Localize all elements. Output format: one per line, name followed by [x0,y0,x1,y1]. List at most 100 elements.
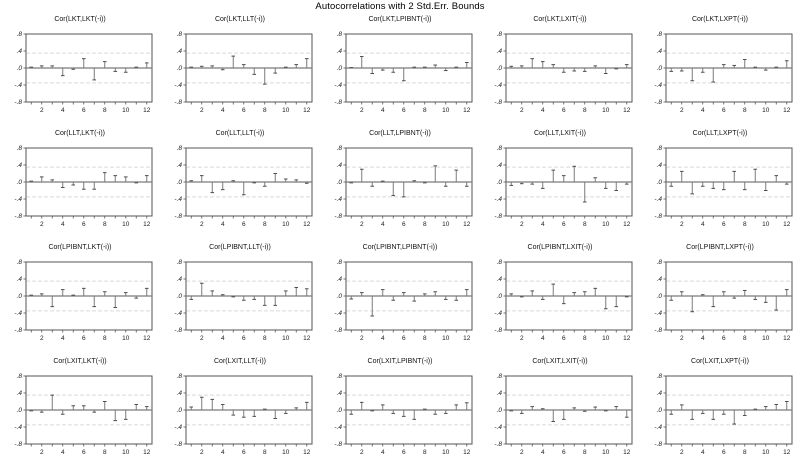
x-tick-label: 10 [762,449,770,456]
y-tick-label: -.4 [334,310,342,317]
x-tick-label: 2 [360,449,364,456]
subplot-canvas: 2 4 6 8 10 12 .8 .4 .0 -.4 -.8 [174,373,313,456]
subplot-canvas: 2 4 6 8 10 12 .8 .4 .0 -.4 -.8 [654,31,793,114]
y-tick-label: -.8 [494,441,502,448]
y-tick-label: -.8 [654,213,662,220]
subplot: Cor(LLT,LPIBNT(-i)) 2 4 6 8 10 12 .8 .4 .0 -.4 -.8 [320,127,480,241]
subplot-canvas: 2 4 6 8 10 12 .8 .4 .0 -.4 -.8 [334,373,473,456]
y-tick-label: -.4 [14,424,22,431]
x-tick-label: 10 [602,335,610,342]
x-tick-label: 8 [103,449,107,456]
y-tick-label: .4 [337,162,343,169]
y-tick-label: .0 [657,293,663,300]
y-tick-label: -.8 [174,213,182,220]
x-tick-label: 12 [623,107,631,114]
subplot-canvas: 2 4 6 8 10 12 .8 .4 .0 -.4 -.8 [334,145,473,228]
y-tick-label: -.8 [14,99,22,106]
x-tick-label: 2 [520,107,524,114]
y-tick-label: -.4 [14,82,22,89]
y-tick-label: .4 [497,48,503,55]
x-tick-label: 12 [303,107,311,114]
y-tick-label: -.8 [334,441,342,448]
y-tick-label: .4 [337,390,343,397]
y-tick-label: .4 [657,162,663,169]
subplot-canvas: 2 4 6 8 10 12 .8 .4 .0 -.4 -.8 [14,373,153,456]
x-tick-label: 4 [701,449,705,456]
subplot-title: Cor(LPIBNT,LPIBNT(-i)) [362,244,438,251]
subplot: Cor(LPIBNT,LPIBNT(-i)) 2 4 6 8 10 12 .8 .4 .0 -.4 -… [320,241,480,355]
x-tick-label: 10 [442,335,450,342]
subplot-title: Cor(LLT,LXIT(-i)) [534,130,586,137]
y-tick-label: .4 [657,390,663,397]
subplot-canvas: 2 4 6 8 10 12 .8 .4 .0 -.4 -.8 [14,31,153,114]
y-tick-label: .4 [17,276,23,283]
subplot-title: Cor(LKT,LPIBNT(-i)) [368,16,432,23]
x-tick-label: 12 [303,449,311,456]
x-tick-label: 10 [122,335,130,342]
x-tick-label: 8 [743,449,747,456]
x-tick-label: 12 [463,107,471,114]
y-tick-label: .0 [177,407,183,414]
y-tick-label: -.4 [494,196,502,203]
y-tick-label: .8 [17,259,23,266]
y-tick-label: -.8 [494,99,502,106]
x-tick-label: 12 [143,335,151,342]
subplot-canvas: 2 4 6 8 10 12 .8 .4 .0 -.4 -.8 [174,145,313,228]
x-tick-label: 10 [762,335,770,342]
y-tick-label: .8 [657,373,663,380]
y-tick-label: .4 [17,162,23,169]
x-tick-label: 6 [722,449,726,456]
y-tick-label: .4 [657,48,663,55]
x-tick-label: 8 [423,107,427,114]
x-tick-label: 10 [122,221,130,228]
x-tick-label: 2 [200,449,204,456]
x-tick-label: 12 [143,107,151,114]
subplot-title: Cor(LPIBNT,LKT(-i)) [48,244,112,251]
x-tick-label: 6 [242,449,246,456]
subplot: Cor(LPIBNT,LXIT(-i)) 2 4 6 8 10 12 .8 .4 .0 -.4 -.8 [480,241,640,355]
y-tick-label: .4 [177,390,183,397]
x-tick-label: 2 [360,335,364,342]
x-tick-label: 4 [381,449,385,456]
x-tick-label: 2 [680,449,684,456]
x-tick-label: 4 [541,107,545,114]
subplot-title: Cor(LKT,LKT(-i)) [54,16,106,23]
x-tick-label: 8 [583,221,587,228]
y-tick-label: .0 [177,179,183,186]
x-tick-label: 8 [263,107,267,114]
x-tick-label: 12 [463,449,471,456]
x-tick-label: 6 [82,107,86,114]
y-tick-label: .0 [337,65,343,72]
subplot-title: Cor(LPIBNT,LXPT(-i)) [686,244,754,251]
y-tick-label: .0 [497,407,503,414]
subplot-title: Cor(LXIT,LLT(-i)) [214,358,266,365]
y-tick-label: -.8 [494,213,502,220]
y-tick-label: -.4 [14,196,22,203]
subplot-canvas: 2 4 6 8 10 12 .8 .4 .0 -.4 -.8 [334,31,473,114]
y-tick-label: -.8 [174,327,182,334]
y-tick-label: -.4 [494,82,502,89]
x-tick-label: 4 [701,335,705,342]
subplot-canvas: 2 4 6 8 10 12 .8 .4 .0 -.4 -.8 [174,259,313,342]
subplot: Cor(LPIBNT,LXPT(-i)) 2 4 6 8 10 12 .8 .4 .0 -.4 -.8 [640,241,800,355]
y-tick-label: .0 [17,407,23,414]
x-tick-label: 10 [282,107,290,114]
x-tick-label: 6 [82,335,86,342]
y-tick-label: .8 [657,31,663,38]
x-tick-label: 2 [200,335,204,342]
y-tick-label: .8 [337,373,343,380]
subplot: Cor(LLT,LLT(-i)) 2 4 6 8 10 12 .8 .4 .0 -.4 -.8 [160,127,320,241]
y-tick-label: -.8 [334,99,342,106]
subplot-title: Cor(LLT,LLT(-i)) [215,130,265,137]
x-tick-label: 6 [722,335,726,342]
subplot-canvas: 2 4 6 8 10 12 .8 .4 .0 -.4 -.8 [494,145,633,228]
subplot-canvas: 2 4 6 8 10 12 .8 .4 .0 -.4 -.8 [494,259,633,342]
x-tick-label: 8 [743,221,747,228]
x-tick-label: 4 [381,107,385,114]
x-tick-label: 10 [282,221,290,228]
subplot: Cor(LXIT,LPIBNT(-i)) 2 4 6 8 10 12 .8 .4 .0 -.4 -.8 [320,355,480,469]
y-tick-label: -.8 [14,213,22,220]
y-tick-label: .0 [657,65,663,72]
x-tick-label: 10 [762,221,770,228]
y-tick-label: -.4 [654,82,662,89]
